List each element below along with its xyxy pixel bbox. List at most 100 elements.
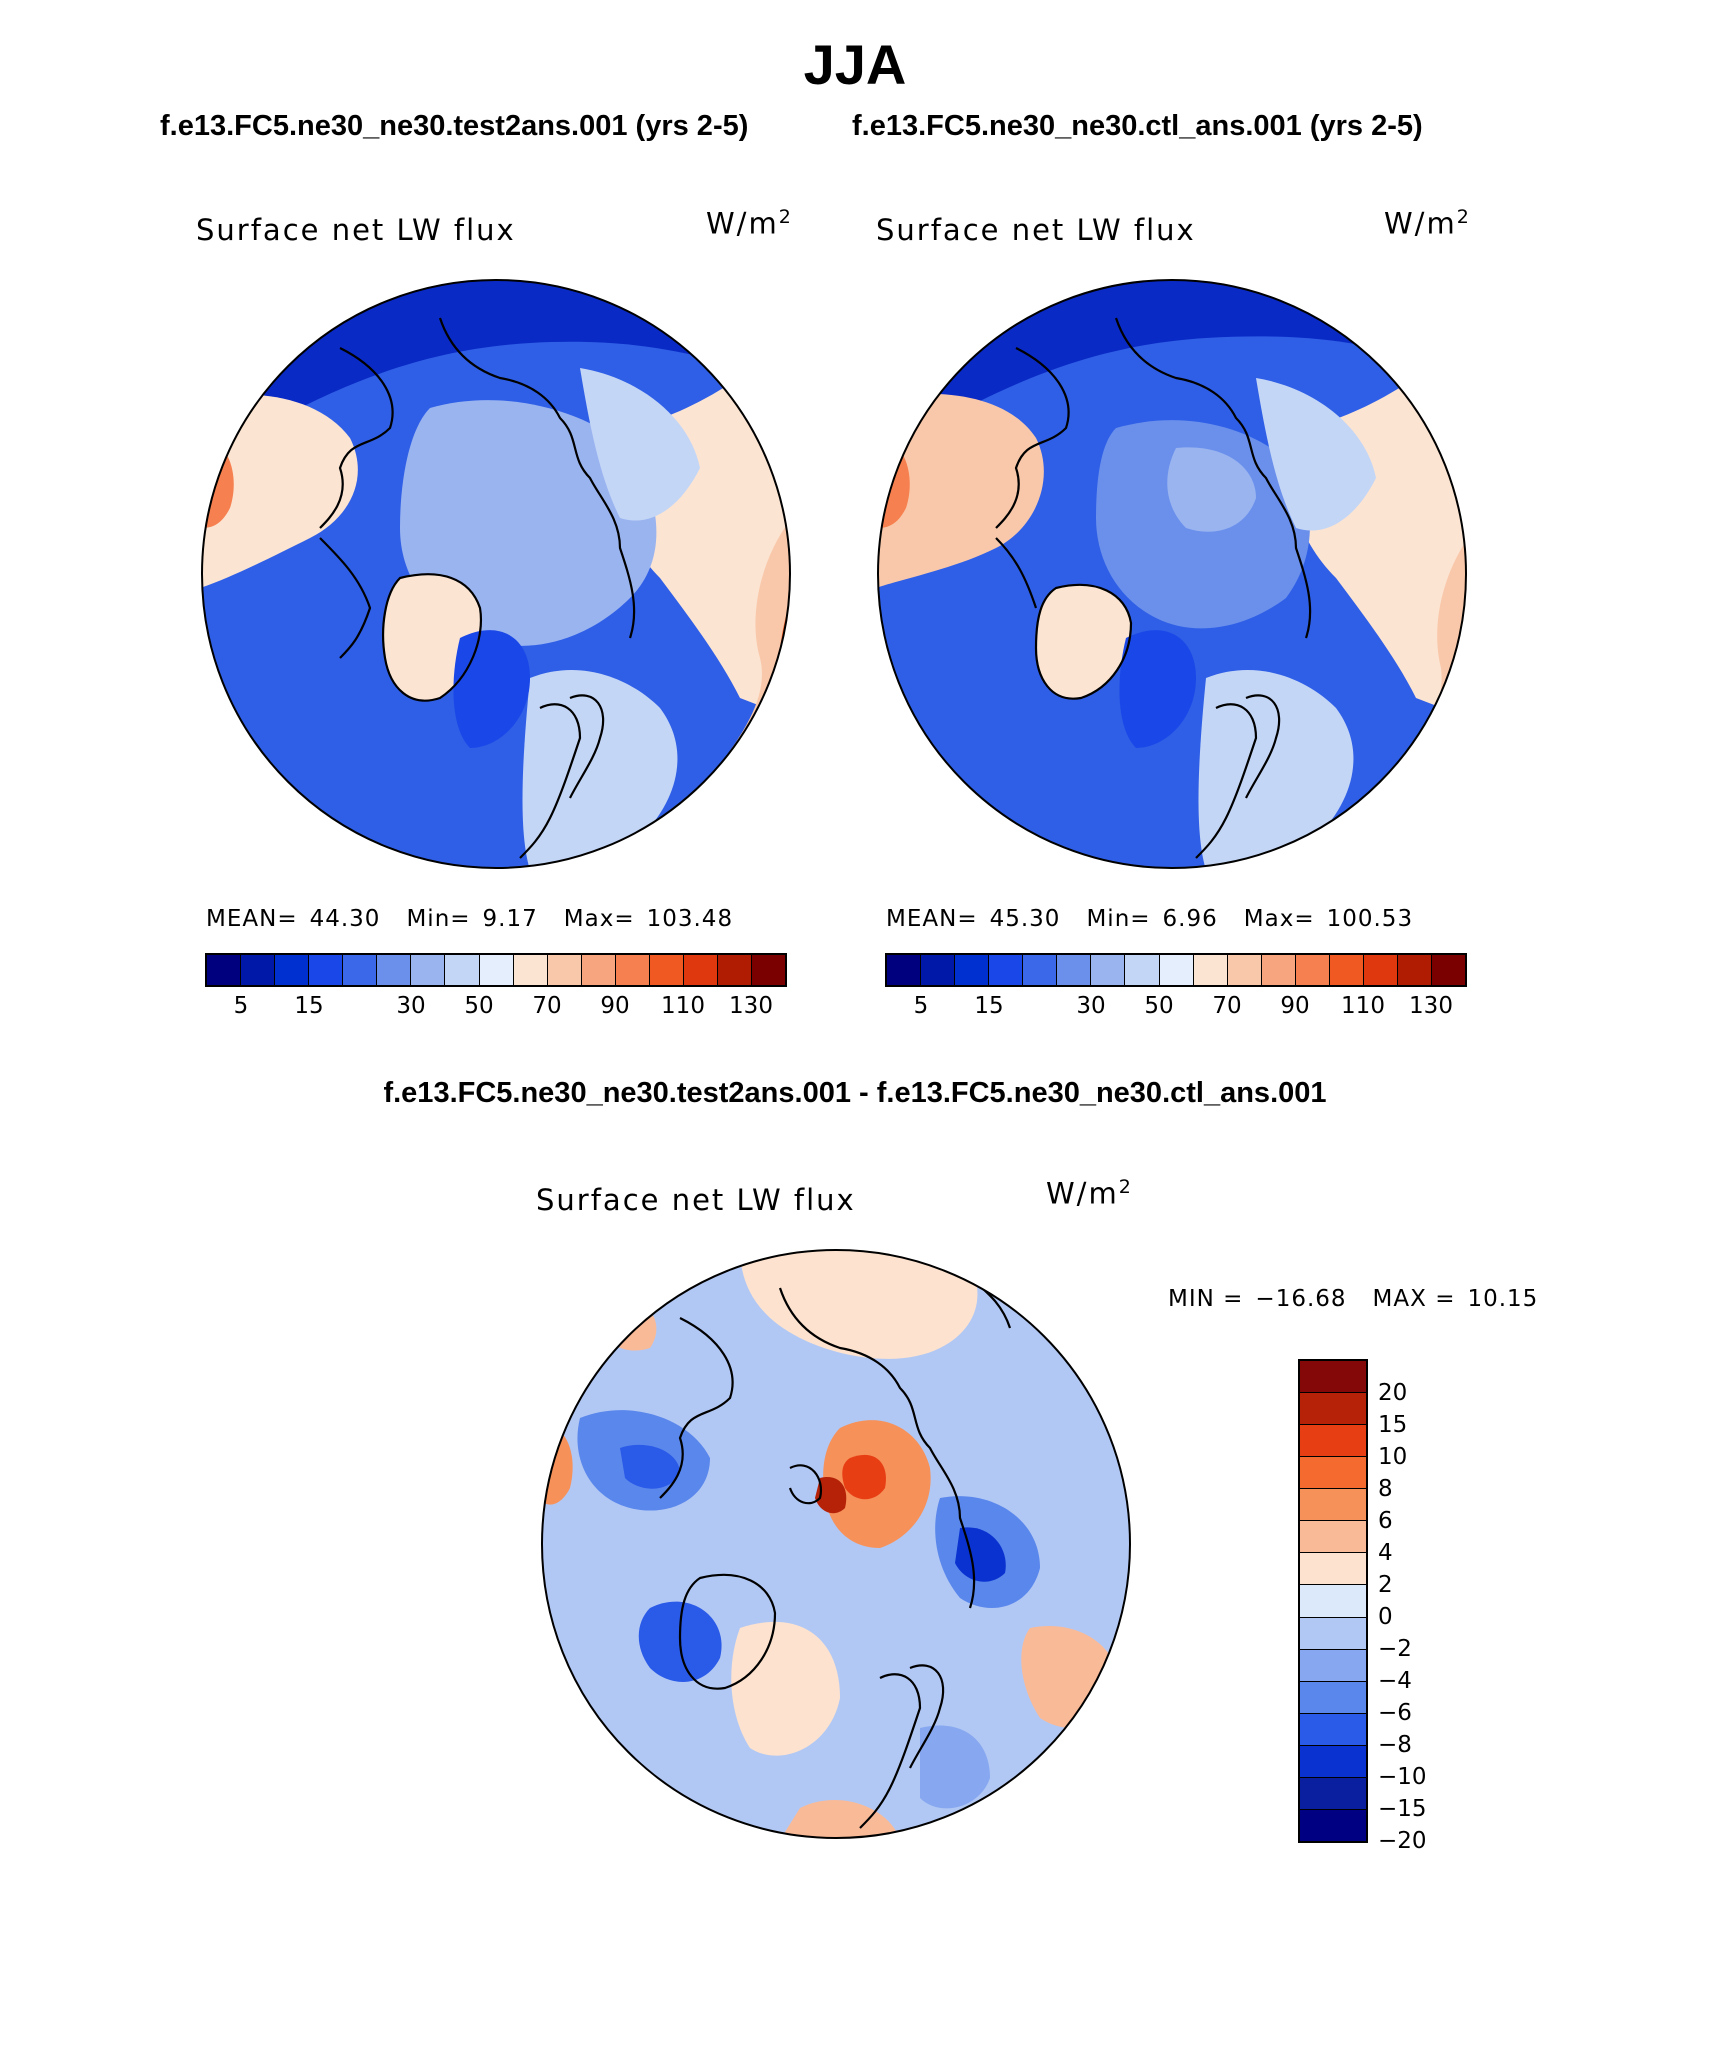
colorbar-swatch — [1432, 955, 1466, 985]
colorbar-tick-label: 15 — [294, 993, 324, 1019]
colorbar-swatch — [377, 955, 412, 985]
colorbar-tick-label: 30 — [396, 993, 426, 1019]
field-region-europe-cool — [920, 1725, 990, 1809]
colorbar-swatch — [1295, 955, 1330, 985]
mean-value: 44.30 — [309, 906, 381, 932]
field-region-north-america — [202, 394, 358, 588]
min-value: 6.96 — [1162, 906, 1218, 932]
control-plot-variable-label: Surface net LW flux — [876, 213, 1196, 247]
colorbar-tick-label: 90 — [1280, 993, 1310, 1019]
colorbar-swatch — [445, 955, 480, 985]
colorbar-swatch — [1261, 955, 1296, 985]
field-region-pacific-warm — [740, 1250, 978, 1359]
colorbar-swatch — [1397, 955, 1432, 985]
max-label: Max= — [1243, 906, 1315, 932]
colorbar-swatch — [547, 955, 582, 985]
colorbar-tick-label: 130 — [1409, 993, 1453, 1019]
colorbar-tick-label: 2 — [1378, 1572, 1393, 1598]
colorbar-swatch — [615, 955, 650, 985]
colorbar-swatch — [989, 955, 1024, 985]
field-region-alaska-warm — [598, 1296, 657, 1351]
field-region-europe — [1198, 670, 1354, 868]
mean-label: MEAN= — [886, 906, 978, 932]
min-value: 9.17 — [482, 906, 538, 932]
colorbar-swatch — [1300, 1681, 1366, 1714]
colorbar-swatch — [1091, 955, 1126, 985]
colorbar-swatch — [1329, 955, 1364, 985]
colorbar-tick-label: 130 — [729, 993, 773, 1019]
colorbar-tick-label: −20 — [1378, 1828, 1427, 1854]
map-boundary — [877, 279, 1467, 869]
max-label: MAX = — [1372, 1286, 1456, 1312]
colorbar-tick-label: −15 — [1378, 1796, 1427, 1822]
colorbar-swatch — [581, 955, 616, 985]
colorbar-swatch — [1300, 1457, 1366, 1490]
colorbar-tick-label: 15 — [1378, 1412, 1408, 1438]
colorbar-swatch — [1300, 1745, 1366, 1778]
colorbar-swatch — [1193, 955, 1228, 985]
colorbar-tick-label: 6 — [1378, 1508, 1393, 1534]
colorbar-swatch — [1300, 1713, 1366, 1746]
colorbar-swatch — [1300, 1617, 1366, 1650]
difference-title: f.e13.FC5.ne30_ne30.test2ans.001 - f.e13… — [383, 1077, 1327, 1109]
diff-plot-variable-label: Surface net LW flux — [536, 1183, 856, 1217]
test-colorbar — [205, 953, 787, 987]
colorbar-swatch — [513, 955, 548, 985]
colorbar-tick-label: 10 — [1378, 1444, 1408, 1470]
colorbar-swatch — [1300, 1553, 1366, 1586]
field-region-siberia-pale — [1256, 378, 1376, 531]
colorbar-tick-label: 110 — [661, 993, 705, 1019]
test-plot-variable-label: Surface net LW flux — [196, 213, 516, 247]
colorbar-swatch — [1300, 1585, 1366, 1618]
field-region-siberia-pale — [580, 368, 700, 521]
colorbar-swatch — [1227, 955, 1262, 985]
test-case-title: f.e13.FC5.ne30_ne30.test2ans.001 (yrs 2-… — [160, 110, 749, 142]
colorbar-swatch — [1363, 955, 1398, 985]
field-region-south-warm — [780, 1800, 900, 1838]
difference-colorbar — [1298, 1359, 1368, 1843]
field-region-europe — [522, 670, 678, 868]
mean-value: 45.30 — [989, 906, 1061, 932]
colorbar-swatch — [1300, 1649, 1366, 1682]
colorbar-tick-label: 0 — [1378, 1604, 1393, 1630]
colorbar-swatch — [1125, 955, 1160, 985]
field-region-arctic-hot — [842, 1454, 886, 1500]
control-polar-map — [877, 279, 1467, 869]
test-plot-stats: MEAN= 44.30 Min= 9.17 Max= 103.48 — [206, 906, 733, 932]
colorbar-swatch — [207, 955, 242, 985]
colorbar-swatch — [887, 955, 922, 985]
field-region-north-america — [878, 393, 1044, 588]
colorbar-swatch — [1023, 955, 1058, 985]
colorbar-swatch — [921, 955, 956, 985]
colorbar-swatch — [683, 955, 718, 985]
colorbar-swatch — [955, 955, 990, 985]
colorbar-tick-label: −4 — [1378, 1668, 1412, 1694]
colorbar-tick-label: −10 — [1378, 1764, 1427, 1790]
colorbar-tick-label: 70 — [532, 993, 562, 1019]
max-label: Max= — [563, 906, 635, 932]
colorbar-swatch — [1300, 1809, 1366, 1841]
diff-plot-stats: MIN = −16.68 MAX = 10.15 — [1168, 1286, 1538, 1312]
colorbar-tick-label: 50 — [1144, 993, 1174, 1019]
map-boundary — [201, 279, 791, 869]
colorbar-swatch — [241, 955, 276, 985]
figure-title: JJA — [803, 33, 907, 96]
colorbar-tick-label: 70 — [1212, 993, 1242, 1019]
colorbar-swatch — [309, 955, 344, 985]
colorbar-tick-label: 4 — [1378, 1540, 1393, 1566]
colorbar-swatch — [1300, 1521, 1366, 1554]
colorbar-tick-label: −6 — [1378, 1700, 1412, 1726]
difference-polar-map — [541, 1249, 1131, 1839]
colorbar-tick-label: −8 — [1378, 1732, 1412, 1758]
min-label: MIN = — [1168, 1286, 1244, 1312]
min-label: Min= — [1086, 906, 1151, 932]
colorbar-tick-label: 5 — [913, 993, 929, 1019]
field-region-canada-colder — [620, 1444, 680, 1489]
colorbar-swatch — [752, 955, 786, 985]
colorbar-tick-label: 15 — [974, 993, 1004, 1019]
test-plot-units: W/m2 — [706, 206, 793, 241]
colorbar-swatch — [1300, 1361, 1366, 1394]
colorbar-tick-label: −2 — [1378, 1636, 1412, 1662]
field-region-greenland — [1036, 584, 1131, 699]
colorbar-tick-label: 8 — [1378, 1476, 1393, 1502]
